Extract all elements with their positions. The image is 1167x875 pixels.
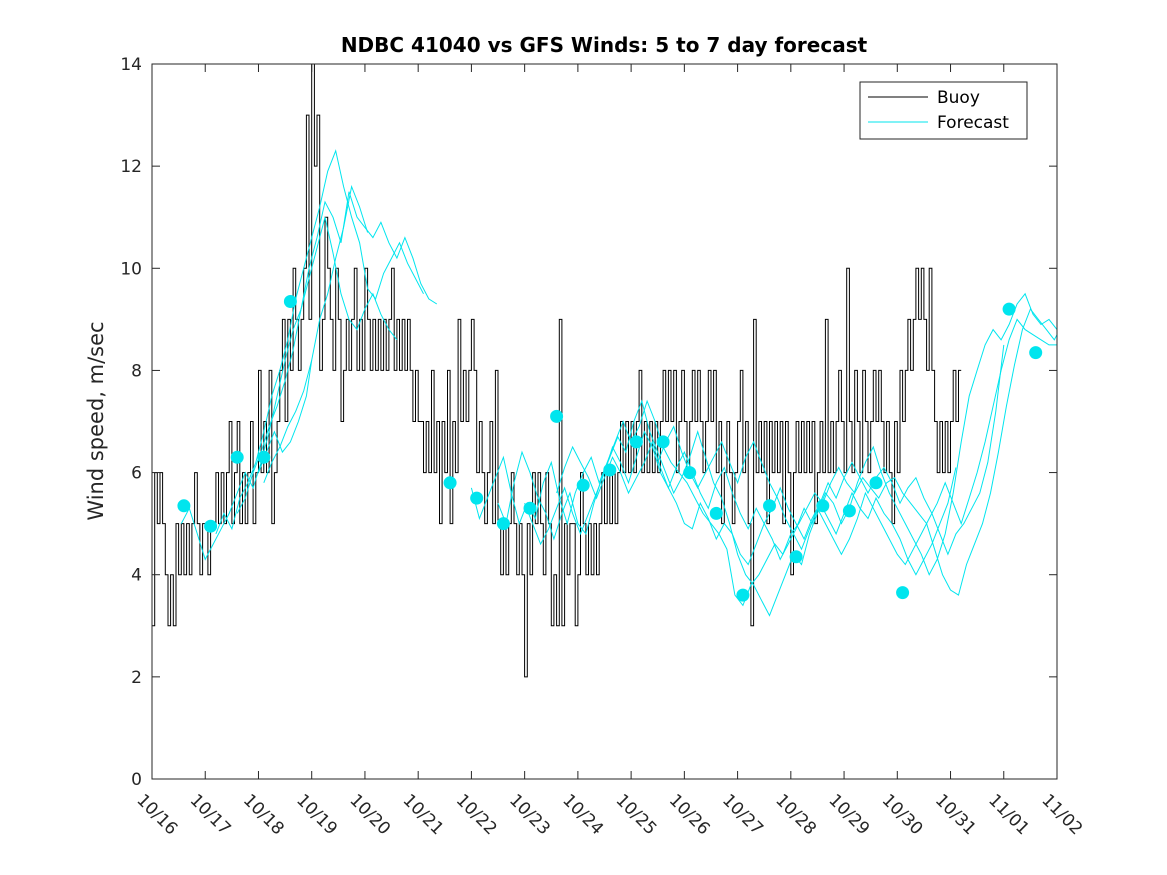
y-tick-label-6: 6 <box>131 464 142 484</box>
y-tick-label-10: 10 <box>120 259 142 279</box>
legend-buoy-label: Buoy <box>937 88 980 108</box>
forecast-point-8 <box>496 517 510 531</box>
y-tick-label-0: 0 <box>131 770 142 790</box>
forecast-run-line-3 <box>236 217 398 514</box>
forecast-run-line-6 <box>470 308 1057 607</box>
forecast-point-21 <box>842 504 856 518</box>
legend: Buoy Forecast <box>859 81 1028 140</box>
y-tick-label-8: 8 <box>131 361 142 381</box>
legend-forecast-label: Forecast <box>937 113 1009 133</box>
y-tick-label-2: 2 <box>131 668 142 688</box>
plot-area <box>152 64 1057 678</box>
forecast-point-9 <box>523 501 537 515</box>
forecast-point-22 <box>869 476 883 490</box>
forecast-point-20 <box>816 499 830 513</box>
forecast-point-19 <box>789 550 803 564</box>
forecast-point-18 <box>763 499 776 513</box>
legend-box <box>859 81 1028 140</box>
buoy-series-line <box>152 64 962 678</box>
forecast-point-14 <box>656 435 670 449</box>
forecast-point-11 <box>576 478 590 492</box>
forecast-point-6 <box>443 476 457 490</box>
y-axis-label: Wind speed, m/sec <box>84 321 108 520</box>
forecast-point-23 <box>896 586 910 600</box>
forecast-run-line-5 <box>258 360 313 473</box>
chart-title: NDBC 41040 vs GFS Winds: 5 to 7 day fore… <box>341 33 868 57</box>
forecast-point-10 <box>550 409 564 423</box>
forecast-run-line-7 <box>497 292 1057 617</box>
forecast-run-line-2 <box>215 149 424 535</box>
forecast-run-line-4 <box>263 184 369 483</box>
data-layer <box>152 64 1057 678</box>
forecast-point-2 <box>204 519 218 533</box>
forecast-point-17 <box>736 588 750 602</box>
forecast-run-line-10 <box>657 318 1057 566</box>
forecast-point-3 <box>230 450 244 464</box>
forecast-point-12 <box>603 463 617 477</box>
forecast-point-13 <box>629 435 643 449</box>
forecast-point-5 <box>283 295 297 308</box>
forecast-run-line-9 <box>556 440 957 576</box>
y-tick-label-14: 14 <box>120 55 142 75</box>
forecast-point-25 <box>1029 346 1043 360</box>
forecast-point-16 <box>709 506 723 520</box>
forecast-point-7 <box>470 491 484 505</box>
forecast-point-4 <box>257 450 271 464</box>
y-tick-label-12: 12 <box>120 157 142 177</box>
y-tick-label-4: 4 <box>131 566 142 586</box>
forecast-point-1 <box>177 499 191 513</box>
forecast-point-24 <box>1002 302 1016 316</box>
forecast-point-15 <box>683 466 697 480</box>
axes-box <box>151 63 1058 780</box>
